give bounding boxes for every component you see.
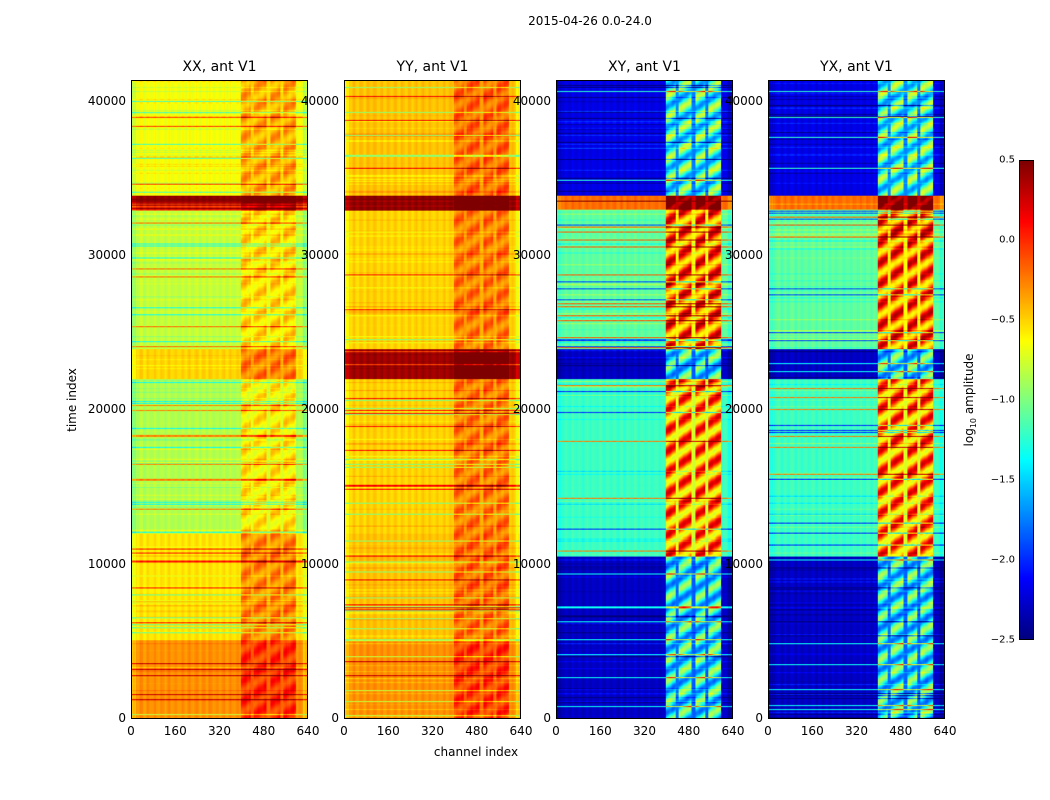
y-tick-label: 0 [543, 711, 551, 725]
panel-title: XX, ant V1 [182, 59, 257, 75]
colorbar-tick-label: 0.0 [999, 234, 1015, 246]
colorbar-tick-label: −2.0 [990, 554, 1015, 566]
y-tick-label: 20000 [300, 402, 339, 417]
x-tick-label: 640 [509, 724, 533, 738]
y-tick-label: 0 [755, 711, 763, 725]
x-tick-label: 0 [340, 724, 348, 738]
x-tick-label: 320 [208, 724, 231, 738]
x-tick-label: 320 [633, 724, 656, 738]
y-tick-label: 40000 [87, 93, 126, 108]
heatmap-image [769, 81, 944, 718]
x-tick-label: 0 [127, 724, 135, 738]
y-tick-label: 40000 [300, 93, 339, 108]
colorbar-tick-label: 0.5 [999, 154, 1015, 166]
y-tick-label: 30000 [724, 247, 763, 262]
x-tick-label: 640 [721, 724, 745, 738]
y-tick-label: 20000 [512, 402, 551, 417]
colorbar-tick-label: −1.0 [990, 394, 1015, 406]
colorbar-label-text: amplitude [961, 353, 976, 418]
heatmap-image [557, 81, 732, 718]
x-tick-label: 0 [552, 724, 560, 738]
x-tick-label: 160 [588, 724, 612, 738]
heatmap-panel-2: YY, ant V1 [344, 59, 521, 719]
x-tick-label: 640 [933, 724, 957, 738]
heatmap-panel-4: YX, ant V1 [768, 59, 945, 719]
x-tick-label: 320 [421, 724, 444, 738]
x-tick-label: 160 [376, 724, 400, 738]
y-tick-label: 30000 [300, 247, 339, 262]
colorbar-gradient [1020, 161, 1033, 639]
y-tick-label: 40000 [724, 93, 763, 108]
y-tick-label: 10000 [724, 556, 763, 571]
colorbar-label-sub: 10 [969, 417, 979, 429]
x-tick-label: 320 [845, 724, 868, 738]
y-tick-label: 20000 [87, 402, 126, 417]
heatmap-image [132, 81, 307, 718]
figure-title: 2015-04-26 0.0-24.0 [528, 14, 652, 28]
x-tick-label: 480 [677, 724, 701, 738]
y-axis-label: time index [65, 368, 79, 432]
y-tick-label: 0 [331, 711, 339, 725]
x-tick-label: 160 [800, 724, 824, 738]
y-tick-label: 30000 [87, 247, 126, 262]
y-tick-label: 20000 [724, 402, 763, 417]
y-tick-label: 10000 [87, 556, 126, 571]
x-tick-label: 480 [889, 724, 913, 738]
x-tick-label: 160 [163, 724, 187, 738]
colorbar-tick-label: −2.5 [990, 634, 1015, 646]
colorbar-label: log10 amplitude [962, 354, 978, 447]
heatmap-image [345, 81, 520, 718]
colorbar-tick-label: −0.5 [990, 314, 1015, 326]
x-tick-label: 480 [252, 724, 276, 738]
x-axis-label: channel index [433, 745, 519, 759]
colorbar-tick-label: −1.5 [990, 474, 1015, 486]
y-tick-label: 10000 [512, 556, 551, 571]
x-tick-label: 0 [764, 724, 772, 738]
x-tick-label: 640 [296, 724, 320, 738]
x-tick-label: 480 [465, 724, 489, 738]
heatmap-panel-3: XY, ant V1 [556, 59, 733, 719]
colorbar [1019, 160, 1034, 640]
y-tick-label: 10000 [300, 556, 339, 571]
heatmap-panel-1: XX, ant V1 [131, 59, 308, 719]
panel-title: YX, ant V1 [820, 59, 893, 75]
colorbar-label-log: log [961, 428, 976, 447]
panel-title: XY, ant V1 [608, 59, 681, 75]
y-tick-label: 0 [118, 711, 126, 725]
y-tick-label: 30000 [512, 247, 551, 262]
panel-title: YY, ant V1 [396, 59, 469, 75]
y-tick-label: 40000 [512, 93, 551, 108]
